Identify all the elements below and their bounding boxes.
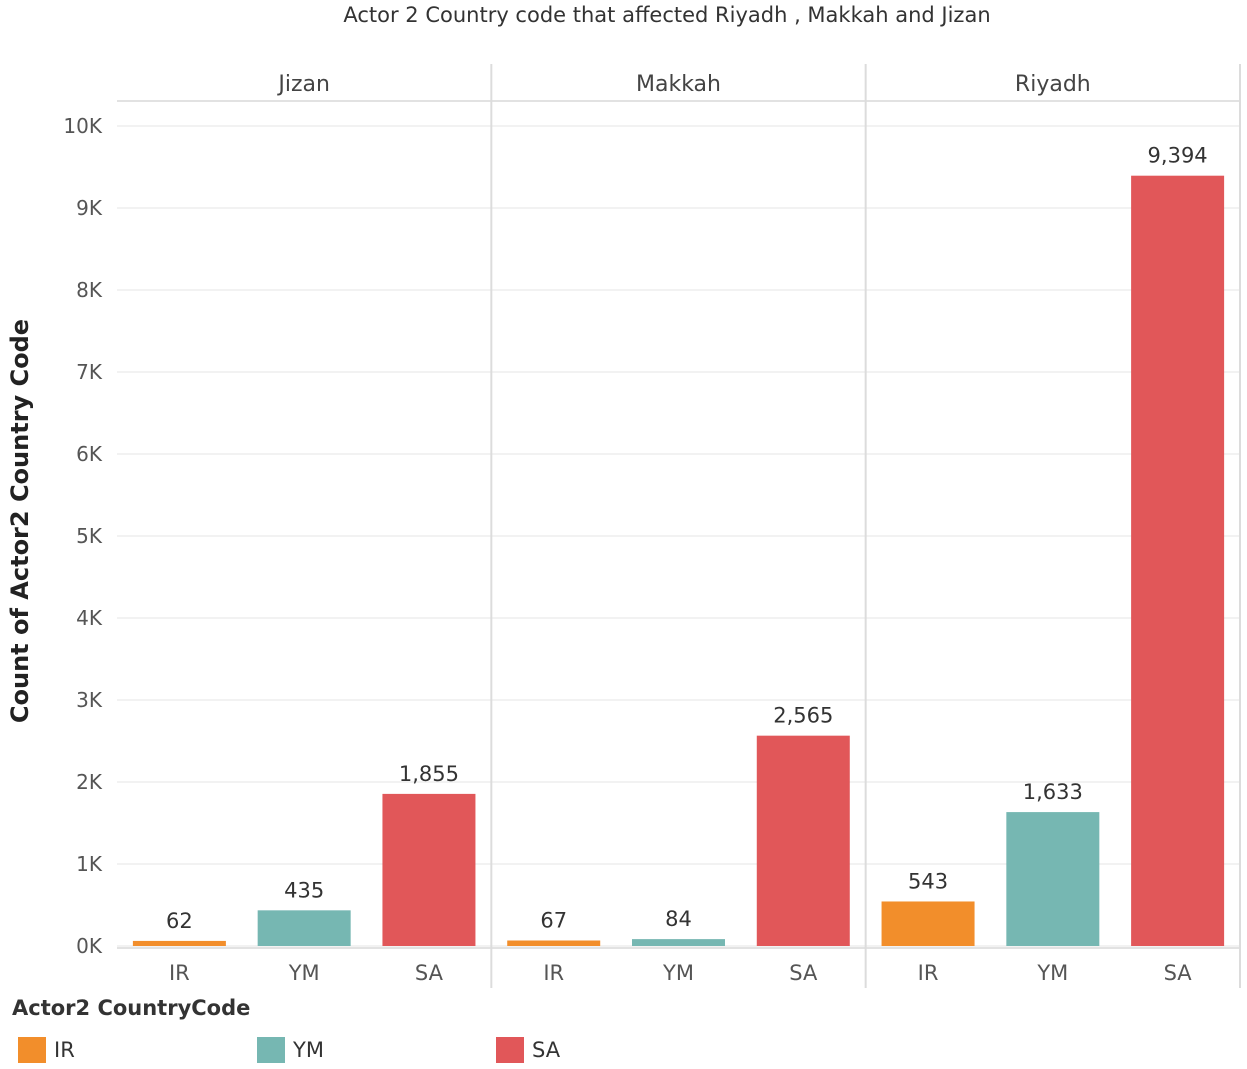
y-tick-label-7: 7K: [76, 360, 103, 384]
chart-title: Actor 2 Country code that affected Riyad…: [343, 3, 990, 27]
panel-label-jizan: Jizan: [276, 72, 330, 97]
legend-title: Actor2 CountryCode: [12, 996, 251, 1020]
y-tick-label-5: 5K: [76, 524, 103, 548]
gridlines: [117, 64, 1241, 988]
legend-swatch-ir: [18, 1037, 46, 1063]
bar-riyadh-sa: [1131, 175, 1225, 946]
x-tick-label-makkah-ym: YM: [662, 961, 694, 985]
panel-label-riyadh: Riyadh: [1015, 72, 1091, 97]
value-label-jizan-ir: 62: [166, 909, 193, 933]
bar-makkah-sa: [756, 735, 850, 946]
panel-makkah: Makkah 67 IR 84 YM 2,565 SA: [507, 72, 850, 985]
bar-riyadh-ym: [1006, 812, 1100, 946]
panel-label-makkah: Makkah: [636, 72, 721, 97]
legend-label-sa: SA: [532, 1038, 561, 1062]
y-tick-label-1: 1K: [76, 852, 103, 876]
x-tick-label-jizan-ir: IR: [169, 961, 190, 985]
bar-jizan-sa: [382, 793, 476, 946]
x-tick-label-riyadh-sa: SA: [1164, 961, 1193, 985]
panel-riyadh: Riyadh 543 IR 1,633 YM 9,394 SA: [881, 72, 1225, 985]
y-tick-label-0: 0K: [76, 934, 103, 958]
legend-label-ir: IR: [54, 1038, 75, 1062]
y-tick-label-3: 3K: [76, 688, 103, 712]
panels: Jizan 62 IR 435 YM 1,855 SA Makkah 67 IR 84 YM 2,565…: [132, 72, 1225, 985]
bar-makkah-ir: [507, 940, 601, 946]
bar-makkah-ym: [632, 939, 725, 946]
y-tick-label-4: 4K: [76, 606, 103, 630]
y-tick-label-9: 9K: [76, 196, 103, 220]
y-axis-ticks: 0K 1K 2K 3K 4K 5K 6K 7K 8K 9K 10K: [63, 114, 102, 958]
x-tick-label-makkah-ir: IR: [543, 961, 564, 985]
value-label-jizan-ym: 435: [284, 878, 324, 902]
legend-item-ym[interactable]: YM: [257, 1036, 324, 1064]
value-label-riyadh-ym: 1,633: [1023, 780, 1083, 804]
legend-swatch-ym: [257, 1037, 285, 1063]
value-label-riyadh-ir: 543: [908, 869, 948, 893]
y-tick-label-8: 8K: [76, 278, 103, 302]
bar-riyadh-ir: [881, 901, 975, 946]
x-tick-label-riyadh-ir: IR: [918, 961, 939, 985]
bar-jizan-ym: [257, 910, 351, 946]
value-label-riyadh-sa: 9,394: [1148, 144, 1208, 168]
panel-jizan: Jizan 62 IR 435 YM 1,855 SA: [132, 72, 476, 985]
value-label-makkah-ym: 84: [665, 907, 692, 931]
bar-jizan-ir: [132, 940, 226, 946]
x-tick-label-riyadh-ym: YM: [1036, 961, 1068, 985]
value-label-makkah-ir: 67: [540, 909, 567, 933]
legend-item-sa[interactable]: SA: [496, 1036, 560, 1064]
x-tick-label-makkah-sa: SA: [789, 961, 818, 985]
value-label-makkah-sa: 2,565: [773, 704, 833, 728]
value-label-jizan-sa: 1,855: [399, 762, 459, 786]
x-tick-label-jizan-sa: SA: [415, 961, 444, 985]
y-tick-label-10: 10K: [63, 114, 102, 138]
y-tick-label-6: 6K: [76, 442, 103, 466]
legend-item-ir[interactable]: IR: [18, 1036, 75, 1064]
x-tick-label-jizan-ym: YM: [288, 961, 320, 985]
legend-swatch-sa: [496, 1037, 524, 1063]
y-tick-label-2: 2K: [76, 770, 103, 794]
legend-label-ym: YM: [293, 1038, 324, 1062]
y-axis-label: Count of Actor2 Country Code: [6, 319, 34, 723]
